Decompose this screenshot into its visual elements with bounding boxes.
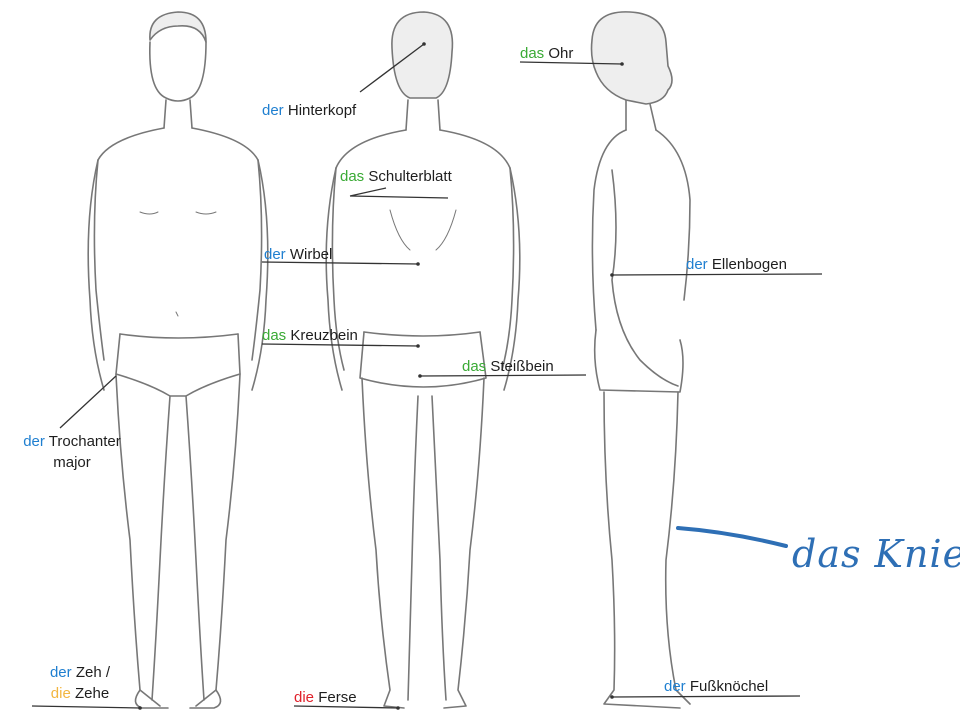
- noun-ferse: Ferse: [318, 689, 357, 706]
- article-das: das: [462, 358, 487, 375]
- leader-schulterblatt: [349, 187, 449, 199]
- noun-wirbel: Wirbel: [289, 246, 333, 263]
- noun-zehe: Zehe: [75, 685, 110, 702]
- label-schulterblatt: das Schulterblatt: [340, 168, 452, 186]
- handwritten-knie: das Knie: [792, 532, 960, 576]
- label-kreuzbein: das Kreuzbein: [262, 327, 358, 345]
- noun-ellenbogen: Ellenbogen: [711, 256, 787, 273]
- article-das: das: [262, 327, 287, 344]
- label-steissbein: das Steißbein: [462, 358, 554, 376]
- label-hinterkopf: der Hinterkopf: [262, 102, 356, 120]
- leader-lines: [31, 43, 823, 709]
- leader-trochanter: [59, 375, 117, 429]
- leader-wirbel: [261, 261, 419, 265]
- noun-fussknoechel: Fußknöchel: [689, 678, 769, 695]
- label-ellenbogen: der Ellenbogen: [686, 256, 787, 274]
- article-das: das: [520, 45, 545, 62]
- article-die: die: [50, 685, 71, 702]
- leader-fussknoechel: [611, 695, 801, 698]
- noun-steissbein: Steißbein: [490, 358, 554, 375]
- noun-trochanter: Trochanter: [48, 433, 121, 450]
- article-das: das: [340, 168, 365, 185]
- article-der: der: [49, 664, 72, 681]
- noun-major: major: [53, 454, 91, 471]
- article-die: die: [294, 689, 315, 706]
- back-figure: [325, 11, 521, 709]
- leader-steissbein: [419, 374, 587, 377]
- front-figure: [87, 11, 269, 709]
- leader-hinterkopf: [359, 43, 425, 93]
- side-figure: [590, 11, 691, 709]
- noun-ohr: Ohr: [548, 45, 574, 62]
- label-ohr: das Ohr: [520, 45, 573, 63]
- label-zeh: der Zeh / die Zehe: [34, 664, 126, 703]
- leader-ohr: [519, 61, 623, 65]
- label-fussknoechel: der Fußknöchel: [664, 678, 768, 696]
- noun-kreuzbein: Kreuzbein: [290, 327, 358, 344]
- leader-zeh: [31, 705, 141, 709]
- article-der: der: [262, 102, 284, 119]
- noun-hinterkopf: Hinterkopf: [287, 102, 357, 119]
- leader-kreuzbein: [261, 343, 419, 347]
- article-der: der: [686, 256, 708, 273]
- leader-ellenbogen: [611, 273, 823, 276]
- label-wirbel: der Wirbel: [264, 246, 332, 264]
- article-der: der: [664, 678, 686, 695]
- knie-handwritten-stroke: [676, 526, 788, 548]
- arrow-tips: [138, 42, 624, 710]
- article-der: der: [23, 433, 45, 450]
- label-trochanter: der Trochanter major: [8, 433, 136, 472]
- article-der: der: [264, 246, 286, 263]
- leader-ferse: [293, 705, 399, 709]
- noun-zeh: Zeh /: [75, 664, 111, 681]
- label-ferse: die Ferse: [294, 689, 357, 707]
- noun-schulterblatt: Schulterblatt: [368, 168, 452, 185]
